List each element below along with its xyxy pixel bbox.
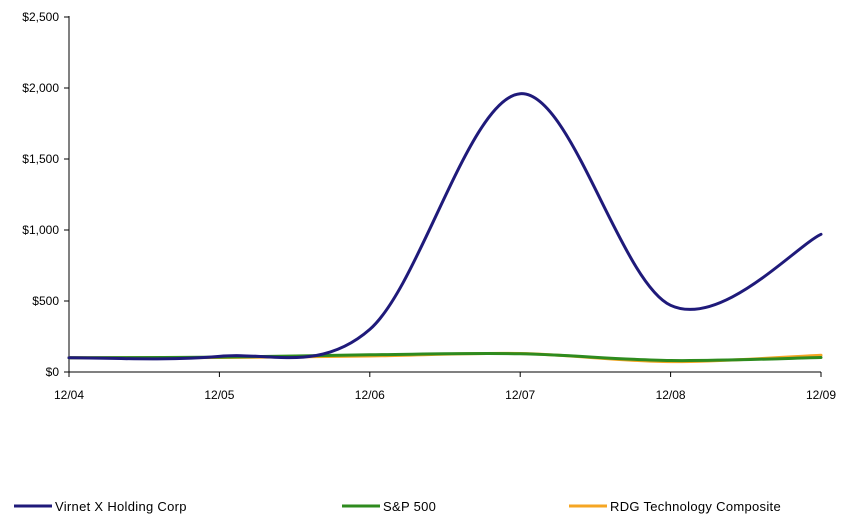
x-tick-label: 12/07 [505, 388, 535, 402]
legend-label-rdg-technology-composite: RDG Technology Composite [610, 499, 781, 514]
x-tick-label: 12/09 [806, 388, 836, 402]
legend-label-virnet-x-holding-corp: Virnet X Holding Corp [55, 499, 187, 514]
series-layer [67, 92, 823, 364]
y-tick-label: $500 [32, 294, 59, 308]
x-axis: 12/04 12/05 12/06 12/07 12/08 12/09 [54, 371, 836, 402]
legend-label-s-p-500: S&P 500 [383, 499, 436, 514]
y-tick-label: $0 [46, 365, 60, 379]
series-line-virnet-x-holding-corp [67, 92, 823, 361]
x-tick-label: 12/06 [355, 388, 385, 402]
y-tick-label: $2,500 [22, 10, 59, 24]
x-tick-label: 12/08 [656, 388, 686, 402]
y-axis: $0 $500 $1,000 $1,500 $2,000 $2,500 [22, 10, 70, 379]
x-tick-label: 12/04 [54, 388, 84, 402]
x-tick-label: 12/05 [204, 388, 234, 402]
y-tick-label: $1,500 [22, 152, 59, 166]
legend: Virnet X Holding Corp S&P 500 RDG Technolo… [14, 499, 781, 514]
y-tick-label: $2,000 [22, 81, 59, 95]
y-tick-label: $1,000 [22, 223, 59, 237]
